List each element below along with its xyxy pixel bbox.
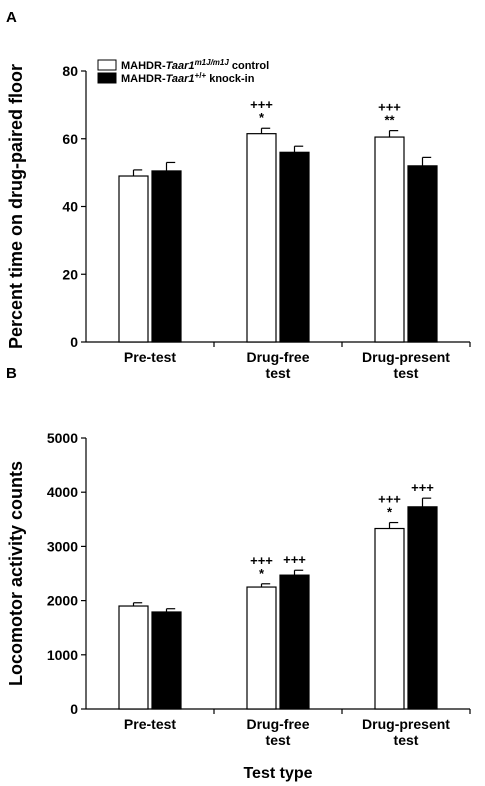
legend: MAHDR-Taar1m1J/m1J control MAHDR-Taar1+/… [97,58,269,85]
x-category-label: Drug-free [246,716,309,732]
y-tick-label: 0 [70,701,78,717]
significance-label: * [259,110,265,125]
significance-label: ** [384,113,395,128]
significance-label: +++ [378,100,401,115]
y-tick-label: 3000 [47,538,78,554]
y-tick-label: 60 [62,131,78,147]
bar [279,151,310,343]
x-category-label: Drug-present [362,716,450,732]
x-category-label: test [394,732,419,748]
bar [374,527,405,710]
y-tick-label: 4000 [47,484,78,500]
x-category-label: test [266,365,291,381]
significance-label: +++ [283,552,306,567]
legend-swatch-control [97,59,117,71]
y-tick-label: 5000 [47,430,78,446]
x-category-label: test [394,365,419,381]
significance-label: +++ [411,480,434,495]
significance-label: +++ [250,97,273,112]
bar [407,165,438,343]
significance-label: +++ [378,492,401,507]
x-category-label: test [266,732,291,748]
significance-label: * [387,505,393,520]
bar [118,175,149,343]
bar [246,586,277,710]
x-category-label: Drug-present [362,349,450,365]
significance-label: +++ [250,553,273,568]
y-tick-label: 0 [70,334,78,350]
panel-b-chart: 0 1000 2000 3000 4000 5000 Locomotor activity … [6,430,471,748]
panel-a-letter: A [6,9,17,26]
bar [151,170,182,343]
x-axis-title: Test type [243,765,312,782]
bar [374,136,405,343]
bar [246,133,277,343]
bar [151,611,182,710]
x-category-label: Drug-free [246,349,309,365]
panel-b-letter: B [6,365,17,382]
legend-label-control: MAHDR-Taar1m1J/m1J control [121,58,269,72]
bar [407,506,438,710]
y-axis-label: Percent time on drug-paired floor [6,64,26,349]
y-tick-label: 1000 [47,647,78,663]
legend-label-knockin: MAHDR-Taar1+/+ knock-in [121,71,255,85]
significance-label: * [259,566,265,581]
panel-a-chart: 0 20 40 60 80 Percent time on drug-paired flo… [6,63,471,381]
y-tick-label: 20 [62,266,78,282]
y-tick-label: 2000 [47,593,78,609]
bar [279,574,310,710]
x-category-label: Pre-test [124,716,176,732]
y-tick-label: 40 [62,199,78,215]
bar [118,605,149,710]
y-tick-label: 80 [62,63,78,79]
x-category-label: Pre-test [124,349,176,365]
legend-swatch-knockin [97,72,117,84]
y-axis-label: Locomotor activity counts [6,461,26,686]
